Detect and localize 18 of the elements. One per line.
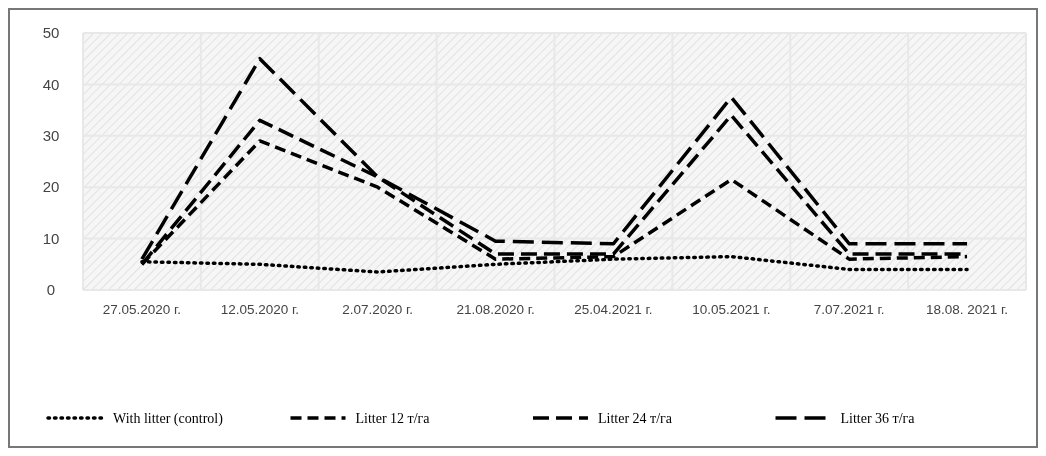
y-tick-label: 30 [42,127,60,145]
x-tick-label: 18.08. 2021 г. [926,302,1009,317]
y-tick-label: 10 [42,229,60,247]
x-tick-label: 12.05.2020 г. [220,302,299,317]
x-tick-label: 7.07.2021 г. [813,302,885,317]
legend-label: Litter 12 т/га [355,410,431,426]
y-tick-label: 50 [42,24,60,42]
legend-label: Litter 36 т/га [840,410,916,426]
x-tick-label: 27.05.2020 г. [102,302,182,317]
x-tick-label: 21.08.2020 г. [456,302,535,317]
legend-label: Litter 24 т/га [598,410,673,426]
legend-label: With litter (control) [113,410,224,427]
x-tick-label: 2.07.2020 г. [342,302,414,317]
y-tick-label: 20 [42,178,60,196]
y-tick-label: 0 [46,281,56,299]
x-tick-label: 25.04.2021 г. [574,302,653,317]
x-tick-label: 10.05.2021 г. [692,302,771,317]
y-tick-label: 40 [42,75,60,93]
